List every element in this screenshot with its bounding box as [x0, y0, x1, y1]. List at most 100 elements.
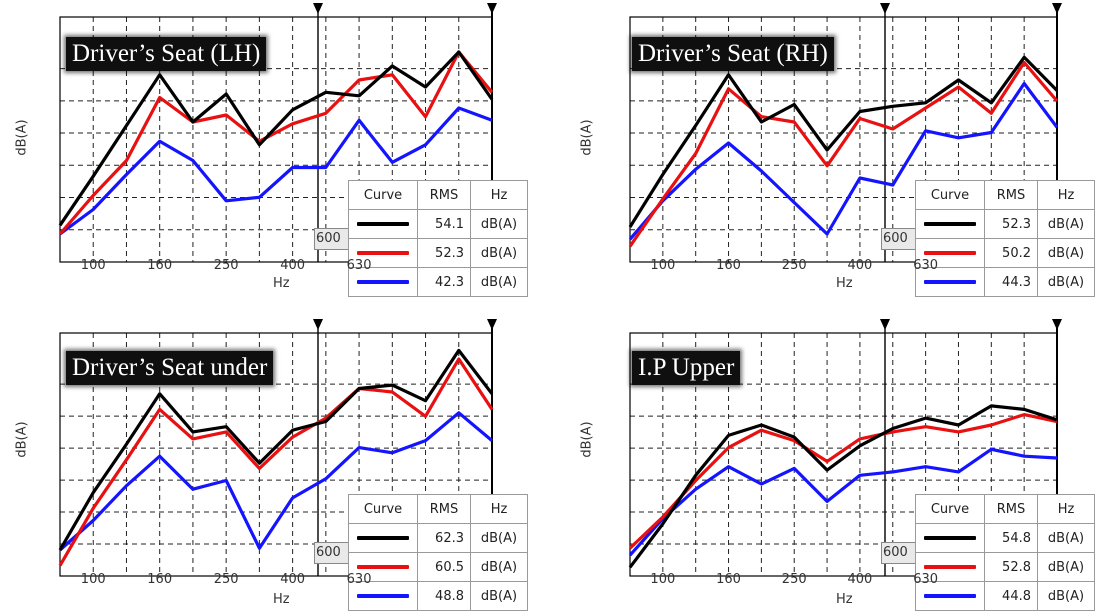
legend-header-row: Curve RMS Hz: [916, 181, 1095, 210]
cursor-readout: 600: [881, 542, 919, 564]
legend-table: Curve RMS Hz 62.3 dB(A) 60.5 dB(A) 48.8 dB(A): [348, 494, 528, 611]
legend-header-cell: Hz: [471, 495, 528, 524]
legend-row: 52.3 dB(A): [916, 210, 1095, 239]
legend-rms-value: 52.3: [418, 239, 471, 268]
legend-swatch: [924, 251, 976, 255]
legend-swatch: [924, 565, 976, 569]
legend-swatch: [924, 594, 976, 598]
x-axis-label: Hz: [836, 276, 853, 291]
x-tick-label: 630: [347, 258, 372, 273]
x-tick-label: 400: [280, 572, 305, 587]
legend-unit: dB(A): [471, 553, 528, 582]
legend-header-row: Curve RMS Hz: [916, 495, 1095, 524]
legend-rms-value: 50.2: [985, 239, 1038, 268]
legend-rms-value: 52.8: [985, 553, 1038, 582]
legend-header-cell: RMS: [418, 181, 471, 210]
legend-table: Curve RMS Hz 52.3 dB(A) 50.2 dB(A) 44.3 dB(A): [915, 180, 1095, 297]
y-axis-label: dB(A): [580, 421, 595, 457]
cursor-readout: 600: [881, 228, 919, 250]
chart-title: I.P Upper: [632, 351, 740, 385]
legend-unit: dB(A): [471, 524, 528, 553]
legend-row: 44.8 dB(A): [916, 582, 1095, 611]
chart-title: Driver’s Seat (RH): [632, 37, 834, 71]
legend-table: Curve RMS Hz 54.8 dB(A) 52.8 dB(A) 44.8 dB(A): [915, 494, 1095, 611]
legend-unit: dB(A): [1038, 553, 1095, 582]
legend-swatch-cell: [349, 524, 418, 553]
legend-rms-value: 48.8: [418, 582, 471, 611]
legend-unit: dB(A): [471, 582, 528, 611]
legend-row: 54.1 dB(A): [349, 210, 528, 239]
x-tick-label: 160: [716, 572, 741, 587]
legend-unit: dB(A): [1038, 210, 1095, 239]
legend-header-cell: RMS: [418, 495, 471, 524]
legend-swatch: [924, 280, 976, 284]
y-axis-label: dB(A): [15, 421, 30, 457]
x-tick-label: 100: [81, 258, 106, 273]
legend-unit: dB(A): [1038, 582, 1095, 611]
legend-swatch: [357, 222, 409, 226]
x-axis-label: Hz: [273, 592, 290, 607]
legend-rms-value: 44.8: [985, 582, 1038, 611]
legend-rms-value: 54.1: [418, 210, 471, 239]
x-tick-label: 630: [347, 572, 372, 587]
legend-swatch: [357, 594, 409, 598]
legend-header-cell: Hz: [471, 181, 528, 210]
legend-header-row: Curve RMS Hz: [349, 495, 528, 524]
legend-row: 50.2 dB(A): [916, 239, 1095, 268]
x-tick-label: 160: [147, 258, 172, 273]
legend-row: 48.8 dB(A): [349, 582, 528, 611]
legend-row: 54.8 dB(A): [916, 524, 1095, 553]
legend-rms-value: 62.3: [418, 524, 471, 553]
legend-unit: dB(A): [1038, 524, 1095, 553]
chart-panel-drivers-seat-under: dB(A) 600 Hz Driver’s Seat under Curve RM…: [0, 304, 554, 608]
x-tick-label: 250: [214, 572, 239, 587]
legend-row: 52.3 dB(A): [349, 239, 528, 268]
legend-row: 62.3 dB(A): [349, 524, 528, 553]
legend-swatch: [357, 251, 409, 255]
legend-swatch: [357, 280, 409, 284]
legend-swatch-cell: [349, 210, 418, 239]
legend-header-cell: Curve: [916, 495, 985, 524]
x-tick-label: 100: [650, 572, 675, 587]
legend-row: 52.8 dB(A): [916, 553, 1095, 582]
x-tick-label: 250: [782, 572, 807, 587]
legend-table: Curve RMS Hz 54.1 dB(A) 52.3 dB(A) 42.3 dB(A): [348, 180, 528, 297]
legend-rms-value: 42.3: [418, 268, 471, 297]
legend-row: 60.5 dB(A): [349, 553, 528, 582]
legend-header-cell: Curve: [349, 495, 418, 524]
legend-header-cell: RMS: [985, 181, 1038, 210]
cursor-readout: 600: [314, 228, 352, 250]
legend-rms-value: 44.3: [985, 268, 1038, 297]
legend-unit: dB(A): [471, 239, 528, 268]
legend-swatch: [357, 565, 409, 569]
cursor-marker-right: [487, 319, 497, 330]
legend-header-cell: Hz: [1038, 495, 1095, 524]
chart-panel-drivers-seat-lh: dB(A) 600 Hz Driver’s Seat (LH) Curve RMS…: [0, 0, 554, 304]
cursor-marker-right: [1052, 319, 1062, 330]
legend-swatch-cell: [916, 524, 985, 553]
legend-row: 44.3 dB(A): [916, 268, 1095, 297]
x-tick-label: 400: [848, 258, 873, 273]
x-tick-label: 400: [848, 572, 873, 587]
x-tick-label: 100: [81, 572, 106, 587]
legend-rms-value: 60.5: [418, 553, 471, 582]
x-tick-label: 250: [782, 258, 807, 273]
y-axis-label: dB(A): [15, 119, 30, 155]
legend-row: 42.3 dB(A): [349, 268, 528, 297]
legend-rms-value: 52.3: [985, 210, 1038, 239]
chart-title: Driver’s Seat under: [66, 351, 273, 385]
x-tick-label: 100: [650, 258, 675, 273]
y-axis-label: dB(A): [580, 119, 595, 155]
legend-unit: dB(A): [1038, 239, 1095, 268]
cursor-marker-right: [1052, 3, 1062, 14]
legend-swatch-cell: [916, 210, 985, 239]
x-tick-label: 160: [147, 572, 172, 587]
cursor-readout: 600: [314, 542, 352, 564]
cursor-marker-left: [313, 3, 323, 14]
legend-header-cell: Curve: [349, 181, 418, 210]
x-tick-label: 160: [716, 258, 741, 273]
x-tick-label: 630: [913, 572, 938, 587]
legend-swatch: [924, 222, 976, 226]
legend-header-cell: RMS: [985, 495, 1038, 524]
x-tick-label: 630: [913, 258, 938, 273]
